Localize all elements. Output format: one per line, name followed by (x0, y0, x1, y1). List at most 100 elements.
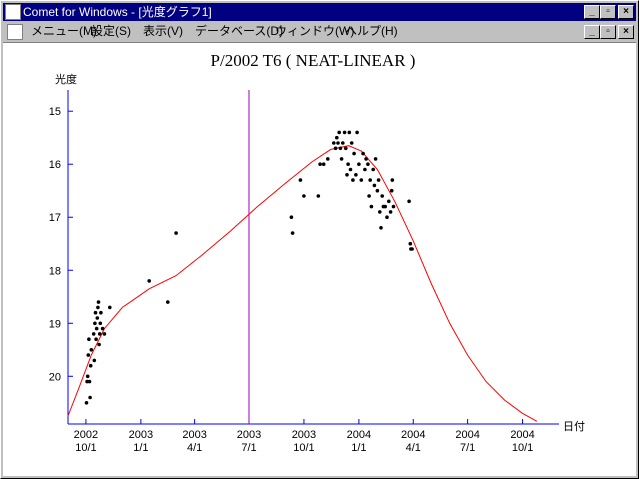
x-tick-label-year: 2002 (74, 429, 98, 441)
menu-item-menu[interactable]: メニュー(M) (31, 24, 97, 38)
data-point (298, 178, 303, 182)
x-tick-label-year: 2003 (182, 429, 206, 441)
data-point (88, 395, 92, 400)
document-icon[interactable] (7, 24, 23, 40)
data-point (373, 157, 378, 161)
x-tick-label-year: 2003 (292, 429, 316, 441)
x-tick-label-date: 4/1 (187, 442, 202, 454)
data-point (333, 146, 338, 151)
data-point (97, 342, 101, 347)
data-point (87, 337, 91, 342)
data-point (108, 305, 112, 310)
data-point (342, 130, 347, 135)
data-point (100, 326, 105, 331)
x-tick-label-date: 1/1 (351, 442, 366, 454)
data-point (371, 167, 376, 172)
data-point (339, 157, 344, 161)
data-point (86, 353, 91, 357)
data-point (89, 348, 94, 352)
menu-item-window[interactable]: ウィンドウ(W) (275, 24, 355, 38)
data-point (378, 210, 382, 214)
data-point (375, 188, 380, 193)
data-point (96, 305, 100, 310)
data-point (93, 321, 97, 326)
data-point (387, 199, 391, 204)
data-point (99, 310, 103, 315)
data-point (380, 194, 385, 198)
y-axis-label: 光度 (55, 72, 77, 86)
x-tick-label-year: 2004 (401, 429, 425, 441)
x-tick-label-date: 10/1 (512, 442, 533, 454)
chart-title: P/2002 T6 ( NEAT-LINEAR ) (211, 51, 416, 70)
y-tick-label: 17 (49, 212, 61, 224)
app-icon[interactable] (5, 4, 21, 20)
data-point (344, 146, 348, 151)
data-point (337, 130, 342, 135)
data-point (389, 188, 394, 193)
chart-area: P/2002 T6 ( NEAT-LINEAR ) 光度 日付 15 16 17 18… (3, 42, 636, 476)
data-point (174, 231, 178, 235)
y-tick-label: 20 (49, 371, 61, 383)
data-point (85, 374, 90, 379)
data-point (357, 162, 361, 166)
observation-points (84, 130, 414, 405)
data-point (390, 178, 395, 182)
data-point (367, 194, 371, 198)
data-point (321, 162, 326, 166)
data-point (98, 321, 103, 326)
data-point (341, 141, 345, 145)
data-point (352, 151, 356, 156)
data-point (290, 231, 295, 235)
title-bar[interactable]: Comet for Windows - [光度グラフ1] _ ▫ × (3, 3, 636, 21)
data-point (361, 151, 365, 156)
y-tick-label: 16 (49, 159, 61, 171)
menu-item-help[interactable]: ヘルプ(H) (345, 24, 398, 38)
x-tick-label-date: 7/1 (460, 442, 475, 454)
data-point (87, 379, 92, 384)
data-point (351, 178, 355, 182)
data-point (391, 204, 396, 209)
axes: 151617181920200210/120031/120034/120037/… (49, 90, 559, 454)
restore-button[interactable]: ▫ (600, 5, 616, 19)
light-curve-chart: P/2002 T6 ( NEAT-LINEAR ) 光度 日付 15 16 17 18… (49, 51, 585, 454)
data-point (407, 199, 411, 204)
data-point (363, 167, 367, 172)
data-point (84, 401, 89, 405)
data-point (383, 204, 388, 209)
menu-item-database[interactable]: データベース(D) (195, 24, 284, 38)
child-close-button[interactable]: × (618, 25, 634, 39)
data-point (289, 215, 294, 219)
data-point (359, 178, 364, 182)
x-tick-label-date: 1/1 (133, 442, 148, 454)
x-tick-label-year: 2003 (129, 429, 153, 441)
fit-curve-line (67, 145, 538, 422)
data-point (316, 194, 321, 198)
data-point (355, 130, 359, 135)
menu-item-view[interactable]: 表示(V) (143, 24, 183, 38)
data-point (336, 141, 340, 145)
x-tick-label-year: 2004 (347, 429, 371, 441)
data-point (366, 162, 370, 166)
y-tick-label: 19 (49, 318, 61, 330)
minimize-button[interactable]: _ (584, 5, 600, 19)
data-point (379, 226, 383, 230)
x-tick-label-date: 10/1 (75, 442, 96, 454)
data-point (369, 204, 374, 209)
data-point (335, 135, 339, 140)
x-tick-label-year: 2004 (455, 429, 479, 441)
x-tick-label-year: 2003 (237, 429, 261, 441)
child-restore-button[interactable]: ▫ (600, 25, 616, 39)
data-point (166, 300, 170, 304)
data-point (91, 332, 96, 336)
data-point (338, 146, 343, 151)
data-point (376, 178, 381, 182)
close-button[interactable]: × (618, 5, 634, 19)
fit-curve (67, 145, 538, 422)
child-minimize-button[interactable]: _ (584, 25, 600, 39)
data-point (372, 183, 377, 188)
menu-item-settings[interactable]: 設定(S) (91, 24, 131, 38)
data-point (364, 157, 368, 161)
data-point (94, 337, 98, 342)
data-point (97, 332, 102, 336)
data-point (302, 194, 306, 198)
